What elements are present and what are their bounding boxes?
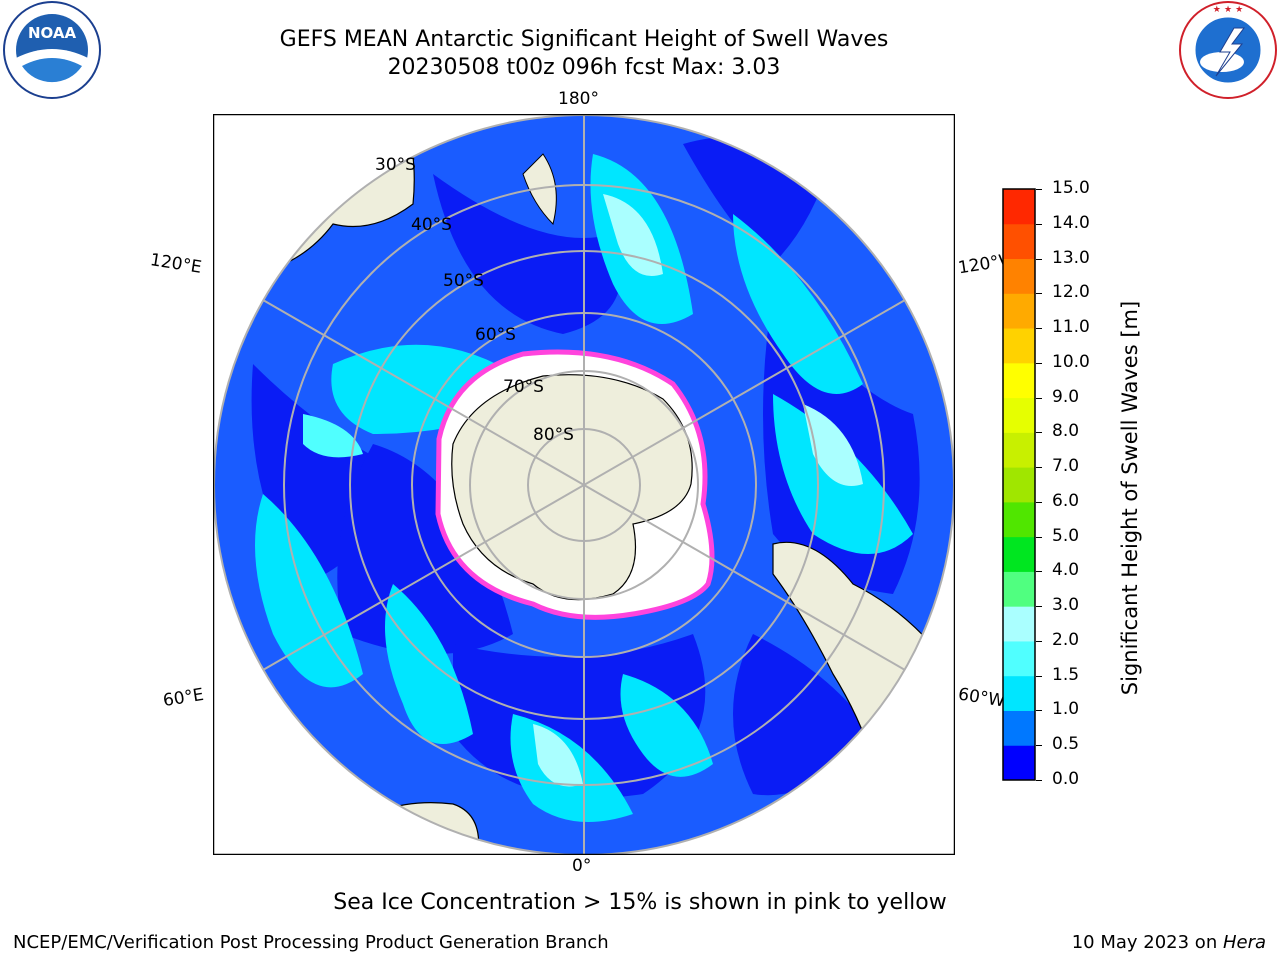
lat-label-50: 50°S xyxy=(443,271,484,291)
colorbar-segment xyxy=(1003,397,1035,433)
colorbar-segment xyxy=(1003,675,1035,711)
colorbar-tick-label: 3.0 xyxy=(1052,595,1080,616)
colorbar-segment xyxy=(1003,223,1035,260)
colorbar-segment xyxy=(1003,258,1035,294)
footer-date-text: 10 May 2023 on xyxy=(1071,932,1223,953)
colorbar-segment xyxy=(1003,189,1035,225)
lon-label-60e: 60°E xyxy=(161,684,206,712)
lat-label-40: 40°S xyxy=(411,215,452,235)
noaa-logo: NOAA xyxy=(3,1,101,99)
colorbar-tick-label: 9.0 xyxy=(1052,386,1080,407)
lon-label-120e: 120°E xyxy=(148,250,203,278)
colorbar-tick-label: 7.0 xyxy=(1052,456,1080,477)
chart-title: GEFS MEAN Antarctic Significant Height o… xyxy=(279,27,889,52)
lon-label-0: 0° xyxy=(572,856,592,876)
lon-label-60w: 60°W xyxy=(956,684,1007,712)
colorbar-tick-mark xyxy=(1036,328,1042,330)
footer-credit: NCEP/EMC/Verification Post Processing Pr… xyxy=(13,932,609,953)
colorbar-tick-mark xyxy=(1036,293,1042,295)
colorbar-segment xyxy=(1003,501,1035,538)
colorbar-tick-mark xyxy=(1036,397,1042,399)
colorbar-tick-mark xyxy=(1036,501,1042,503)
colorbar-tick-mark xyxy=(1036,640,1042,642)
chart-subtitle: 20230508 t00z 096h fcst Max: 3.03 xyxy=(387,55,781,80)
svg-text:★ ★ ★: ★ ★ ★ xyxy=(1213,5,1243,15)
colorbar-tick-label: 6.0 xyxy=(1052,490,1080,511)
colorbar-label: Significant Height of Swell Waves [m] xyxy=(1118,300,1142,696)
colorbar-segment xyxy=(1003,571,1035,607)
colorbar-tick-label: 0.5 xyxy=(1052,734,1080,755)
colorbar-tick-mark xyxy=(1036,223,1042,225)
footer-date: 10 May 2023 on Hera xyxy=(1072,932,1266,953)
colorbar-segment xyxy=(1003,328,1035,364)
colorbar-tick-label: 15.0 xyxy=(1052,178,1090,198)
lon-label-180: 180° xyxy=(558,89,599,109)
colorbar-tick-label: 0.0 xyxy=(1052,769,1080,789)
latitude-labels: 30°S 40°S 50°S 60°S 70°S 80°S xyxy=(375,155,574,445)
colorbar-tick-label: 12.0 xyxy=(1052,282,1090,303)
colorbar-segment xyxy=(1003,536,1035,572)
colorbar-tick-mark xyxy=(1036,432,1042,434)
nws-logo: ★ ★ ★ xyxy=(1179,1,1277,99)
colorbar-segment xyxy=(1003,432,1035,468)
noaa-logo-text: NOAA xyxy=(28,24,77,42)
colorbar-tick-label: 1.5 xyxy=(1052,664,1080,685)
colorbar-tick-label: 4.0 xyxy=(1052,560,1080,581)
colorbar-segment xyxy=(1003,362,1035,399)
colorbar-tick-mark xyxy=(1036,258,1042,260)
colorbar-tick-label: 10.0 xyxy=(1052,351,1090,372)
lat-label-60: 60°S xyxy=(475,325,516,345)
colorbar-tick-label: 14.0 xyxy=(1052,212,1090,233)
colorbar-tick-mark xyxy=(1036,189,1042,190)
colorbar-tick-mark xyxy=(1036,710,1042,712)
colorbar-tick-mark xyxy=(1036,571,1042,573)
colorbar-tick-label: 13.0 xyxy=(1052,247,1090,268)
colorbar-tick-label: 1.0 xyxy=(1052,699,1080,720)
colorbar-segment xyxy=(1003,606,1035,642)
colorbar-tick-label: 2.0 xyxy=(1052,629,1080,650)
colorbar-tick-mark xyxy=(1036,780,1042,781)
colorbar-tick-label: 11.0 xyxy=(1052,317,1090,338)
colorbar xyxy=(1002,188,1036,781)
colorbar-tick-label: 8.0 xyxy=(1052,421,1080,442)
colorbar-segment xyxy=(1003,640,1035,677)
colorbar-tick-mark xyxy=(1036,606,1042,608)
colorbar-tick-mark xyxy=(1036,362,1042,364)
colorbar-tick-mark xyxy=(1036,675,1042,677)
colorbar-segment xyxy=(1003,467,1035,503)
lat-label-70: 70°S xyxy=(503,377,544,397)
map-panel: 30°S 40°S 50°S 60°S 70°S 80°S xyxy=(213,114,955,855)
colorbar-tick-label: 5.0 xyxy=(1052,525,1080,546)
lat-label-30: 30°S xyxy=(375,155,416,175)
colorbar-tick-mark xyxy=(1036,536,1042,538)
antarctica-land xyxy=(451,374,693,601)
sea-ice-note: Sea Ice Concentration > 15% is shown in … xyxy=(333,890,947,915)
colorbar-tick-mark xyxy=(1036,467,1042,469)
footer-host: Hera xyxy=(1222,932,1266,953)
colorbar-segment xyxy=(1003,710,1035,746)
lat-label-80: 80°S xyxy=(533,425,574,445)
colorbar-segment xyxy=(1003,293,1035,329)
colorbar-segment xyxy=(1003,745,1035,781)
colorbar-tick-mark xyxy=(1036,745,1042,747)
